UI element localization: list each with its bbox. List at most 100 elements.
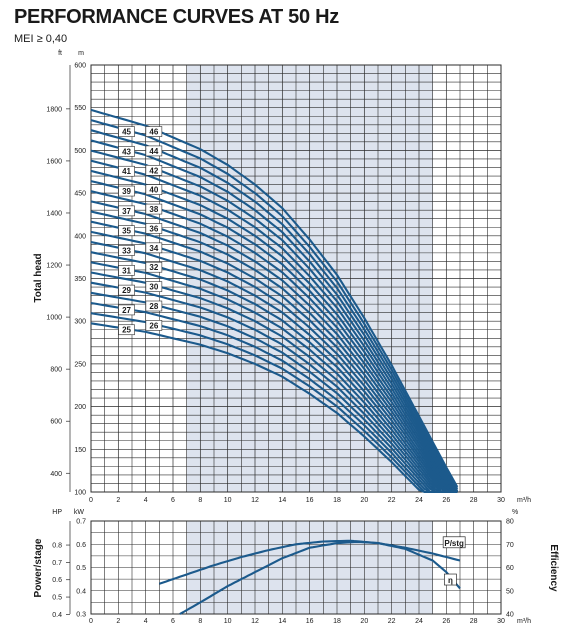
top-x-tick: 22 (388, 497, 396, 504)
power-axis-title: Power/stage (33, 538, 44, 597)
stage-label-box-43 (118, 146, 135, 157)
stage-label-35: 35 (122, 227, 131, 236)
power-label-box (442, 536, 466, 549)
head-curve-27 (90, 301, 458, 494)
power-series-label: P/stg (444, 539, 464, 548)
stage-label-39: 39 (122, 187, 131, 196)
efficiency-series-label: η (448, 576, 453, 585)
efficiency-curve (179, 540, 461, 615)
head-curve-37 (90, 200, 458, 494)
stage-label-box-39 (118, 185, 135, 197)
y-tick-ft: 800 (50, 367, 62, 374)
y-tick-kw: 0.5 (76, 565, 86, 572)
unit-hp: HP (52, 509, 62, 516)
head-curve-35 (90, 220, 458, 494)
y-tick-m: 600 (74, 63, 86, 70)
unit-kw: kW (74, 509, 85, 516)
y-tick-kw: 0.4 (76, 588, 86, 595)
bottom-x-tick: 0 (89, 618, 93, 625)
y-tick-efficiency: 50 (506, 588, 514, 595)
head-curve-33 (90, 240, 458, 494)
top-x-tick: 6 (171, 497, 175, 504)
stage-label-box-45 (118, 126, 135, 137)
plot-frame-lower (90, 520, 502, 615)
stage-label-box-44 (145, 145, 163, 157)
efficiency-label-box (444, 573, 457, 586)
y-tick-ft: 600 (50, 419, 62, 426)
y-tick-kw: 0.7 (76, 519, 86, 526)
stage-label-45: 45 (122, 128, 131, 137)
y-tick-kw: 0.6 (76, 542, 86, 549)
y-tick-efficiency: 70 (506, 542, 514, 549)
bottom-x-tick: 14 (278, 618, 286, 625)
top-x-tick: 4 (144, 497, 148, 504)
top-x-tick: 28 (470, 497, 478, 504)
y-tick-hp: 0.7 (52, 560, 62, 567)
stage-label-34: 34 (149, 244, 158, 253)
y-axis-title: Total head (33, 253, 44, 302)
stage-label-box-26 (145, 320, 163, 331)
stage-label-box-27 (118, 304, 135, 316)
stage-label-box-25 (118, 324, 135, 336)
stage-label-29: 29 (122, 286, 131, 295)
top-x-tick: 24 (415, 497, 423, 504)
y-tick-m: 150 (74, 447, 86, 454)
page-subtitle: MEI ≥ 0,40 (14, 33, 68, 45)
y-tick-ft: 1200 (46, 263, 62, 270)
stage-label-box-34 (145, 242, 163, 254)
y-tick-efficiency: 60 (506, 565, 514, 572)
plot-frame (90, 64, 502, 493)
head-curve-29 (90, 281, 458, 494)
head-curve-39 (90, 180, 458, 494)
stage-label-box-37 (118, 205, 135, 217)
y-tick-ft: 1600 (46, 158, 62, 165)
stage-label-42: 42 (149, 166, 158, 175)
power-per-stage-curve (158, 539, 461, 585)
y-tick-m: 400 (74, 233, 86, 240)
top-x-tick: 20 (360, 497, 368, 504)
stage-label-box-42 (145, 164, 163, 176)
bottom-x-tick: 26 (442, 618, 450, 625)
stage-label-46: 46 (149, 128, 158, 137)
head-curve-31 (90, 261, 458, 494)
stage-label-box-30 (145, 281, 163, 292)
y-tick-hp: 0.8 (52, 543, 62, 550)
stage-label-43: 43 (122, 147, 131, 156)
y-tick-efficiency: 80 (506, 519, 514, 526)
stage-label-25: 25 (122, 326, 131, 335)
bottom-x-tick: 28 (470, 618, 478, 625)
bottom-x-tick: 20 (360, 618, 368, 625)
y-tick-m: 350 (74, 276, 86, 283)
stage-label-33: 33 (122, 246, 131, 255)
stage-label-30: 30 (149, 283, 158, 292)
stage-label-box-32 (145, 261, 163, 273)
top-x-tick: 12 (251, 497, 259, 504)
top-x-tick: 16 (306, 497, 314, 504)
bottom-x-tick: 22 (388, 618, 396, 625)
top-x-tick: 18 (333, 497, 341, 504)
bottom-x-tick: 30 (497, 618, 505, 625)
top-x-tick: 8 (198, 497, 202, 504)
bottom-x-tick: 16 (306, 618, 314, 625)
stage-label-box-29 (118, 284, 135, 296)
bottom-x-tick: 4 (144, 618, 148, 625)
top-x-tick: 30 (497, 497, 505, 504)
y-tick-m: 250 (74, 361, 86, 368)
y-tick-m: 500 (74, 148, 86, 155)
y-tick-m: 200 (74, 404, 86, 411)
stage-label-38: 38 (149, 205, 158, 214)
head-curve-43 (90, 139, 459, 493)
stage-label-box-31 (118, 265, 135, 276)
head-curve-45 (90, 119, 459, 490)
stage-label-box-40 (145, 184, 163, 195)
unit-m: m (78, 50, 84, 57)
bottom-x-tick: 18 (333, 618, 341, 625)
stage-label-box-41 (118, 165, 135, 177)
stage-label-36: 36 (149, 224, 158, 233)
stage-label-40: 40 (149, 186, 158, 195)
y-tick-efficiency: 40 (506, 612, 514, 619)
top-x-tick: 26 (442, 497, 450, 504)
stage-label-32: 32 (149, 263, 158, 272)
bottom-x-tick: 10 (224, 618, 232, 625)
stage-label-box-38 (145, 203, 163, 215)
